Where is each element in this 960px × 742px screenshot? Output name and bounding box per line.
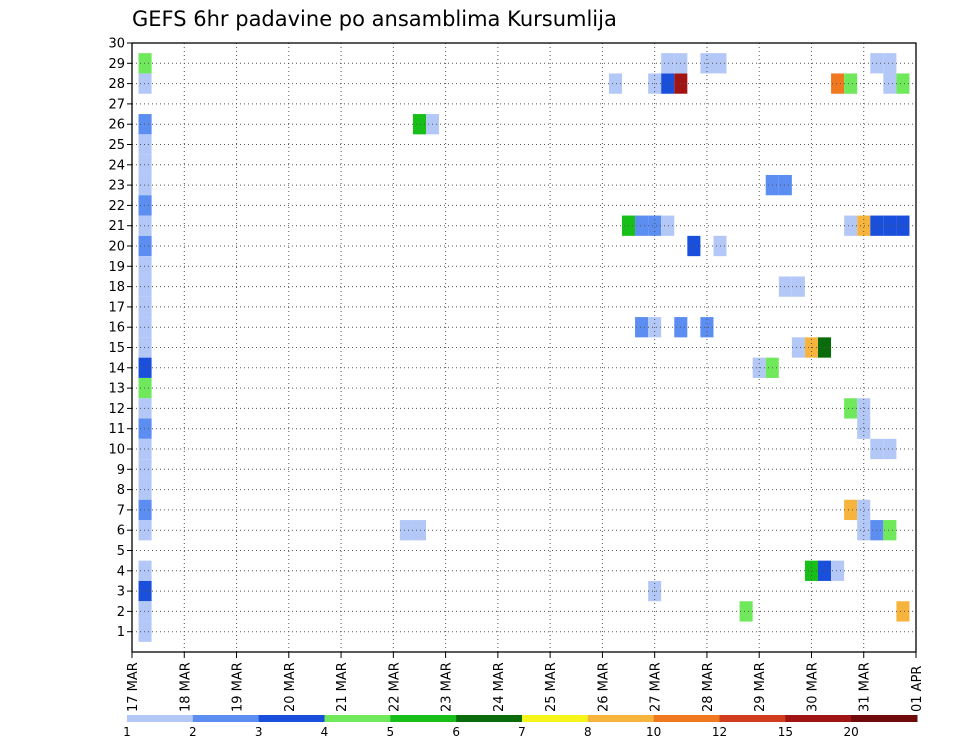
colorbar-label: 6 xyxy=(452,725,460,739)
colorbar: 1 2 3 4 5 6 7 8 10 12 15 20 xyxy=(123,715,917,739)
y-tick-label: 30 xyxy=(108,37,125,52)
colorbar-label: 10 xyxy=(646,725,661,739)
heatmap-cell xyxy=(792,337,805,357)
x-tick-label: 17 MAR xyxy=(126,662,141,712)
y-tick-label: 3 xyxy=(117,585,125,600)
y-tick-label: 1 xyxy=(117,625,125,640)
heatmap-cell xyxy=(831,561,844,581)
heatmap-cell xyxy=(883,520,896,540)
colorbar-label: 3 xyxy=(255,725,263,739)
heatmap-cell xyxy=(648,216,661,236)
heatmap-cell xyxy=(883,53,896,73)
heatmap-cell xyxy=(883,73,896,93)
colorbar-swatch xyxy=(456,715,522,722)
x-tick-label: 23 MAR xyxy=(440,662,455,712)
y-tick-label: 23 xyxy=(108,179,125,194)
x-tick-label: 21 MAR xyxy=(335,662,350,712)
y-tick-label: 8 xyxy=(117,483,125,498)
y-tick-label: 6 xyxy=(117,524,125,539)
y-tick-label: 15 xyxy=(108,341,125,356)
heatmap-cell xyxy=(844,216,857,236)
heatmap-cell xyxy=(635,216,648,236)
y-tick-label: 17 xyxy=(108,300,125,315)
heatmap-cell xyxy=(896,601,909,621)
y-tick-label: 19 xyxy=(108,260,125,275)
y-tick-label: 9 xyxy=(117,463,125,478)
x-tick-label: 19 MAR xyxy=(231,662,246,712)
colorbar-swatch xyxy=(127,715,193,722)
heatmap-cell xyxy=(896,73,909,93)
y-tick-label: 12 xyxy=(108,402,125,417)
y-tick-label: 25 xyxy=(108,138,125,153)
colorbar-swatch xyxy=(325,715,391,722)
heatmap-cell xyxy=(844,500,857,520)
y-tick-label: 18 xyxy=(108,280,125,295)
colorbar-swatch xyxy=(588,715,654,722)
heatmap-cell xyxy=(792,276,805,296)
heatmap-cell xyxy=(831,73,844,93)
y-axis: 1234567891011121314151617181920212223242… xyxy=(108,37,132,641)
colorbar-label: 15 xyxy=(778,725,793,739)
colorbar-label: 12 xyxy=(712,725,727,739)
colorbar-swatch xyxy=(390,715,456,722)
heatmap-cell xyxy=(400,520,413,540)
y-tick-label: 14 xyxy=(108,361,125,376)
heatmap-cell xyxy=(883,439,896,459)
x-tick-label: 27 MAR xyxy=(649,662,664,712)
y-tick-label: 26 xyxy=(108,118,125,133)
y-tick-label: 24 xyxy=(108,158,125,173)
y-tick-label: 2 xyxy=(117,605,125,620)
colorbar-label: 8 xyxy=(584,725,592,739)
ensemble-precip-chart: GEFS 6hr padavine po ansamblima Kursumli… xyxy=(0,0,960,742)
colorbar-swatch xyxy=(522,715,588,722)
y-tick-label: 29 xyxy=(108,57,125,72)
y-tick-label: 13 xyxy=(108,382,125,397)
y-tick-label: 11 xyxy=(108,422,125,437)
heatmap-cell xyxy=(687,236,700,256)
heatmap-cell xyxy=(635,317,648,337)
colorbar-swatch xyxy=(720,715,786,722)
y-tick-label: 7 xyxy=(117,503,125,518)
colorbar-label: 4 xyxy=(321,725,329,739)
chart-title: GEFS 6hr padavine po ansamblima Kursumli… xyxy=(132,7,617,31)
x-axis: 17 MAR 18 MAR 19 MAR 20 MAR 21 MAR 22 MAR 23 M… xyxy=(126,652,925,712)
x-tick-label: 20 MAR xyxy=(283,662,298,712)
y-tick-label: 27 xyxy=(108,97,125,112)
colorbar-label: 20 xyxy=(844,725,859,739)
colorbar-swatch xyxy=(654,715,720,722)
colorbar-swatch xyxy=(259,715,325,722)
x-tick-label: 25 MAR xyxy=(544,662,559,712)
colorbar-label: 1 xyxy=(123,725,131,739)
x-tick-label: 31 MAR xyxy=(858,662,873,712)
x-tick-label: 22 MAR xyxy=(387,662,402,712)
y-tick-label: 16 xyxy=(108,321,125,336)
y-tick-label: 5 xyxy=(117,544,125,559)
colorbar-label: 7 xyxy=(518,725,526,739)
y-tick-label: 10 xyxy=(108,443,125,458)
heatmap-cell xyxy=(844,73,857,93)
y-tick-label: 4 xyxy=(117,564,125,579)
x-tick-label: 28 MAR xyxy=(701,662,716,712)
heatmap-cell xyxy=(844,398,857,418)
x-tick-label: 24 MAR xyxy=(492,662,507,712)
colorbar-label: 5 xyxy=(387,725,395,739)
colorbar-swatch xyxy=(851,715,917,722)
x-tick-label: 29 MAR xyxy=(753,662,768,712)
heatmap-cell xyxy=(883,216,896,236)
colorbar-swatch xyxy=(193,715,259,722)
colorbar-label: 2 xyxy=(189,725,197,739)
y-tick-label: 22 xyxy=(108,199,125,214)
colorbar-swatch xyxy=(785,715,851,722)
y-tick-label: 20 xyxy=(108,240,125,255)
y-tick-label: 21 xyxy=(108,219,125,234)
x-tick-label: 26 MAR xyxy=(596,662,611,712)
x-tick-label: 01 APR xyxy=(910,666,925,712)
y-tick-label: 28 xyxy=(108,77,125,92)
x-tick-label: 30 MAR xyxy=(805,662,820,712)
heatmap-cell xyxy=(740,601,753,621)
x-tick-label: 18 MAR xyxy=(178,662,193,712)
heatmap-cell xyxy=(896,216,909,236)
